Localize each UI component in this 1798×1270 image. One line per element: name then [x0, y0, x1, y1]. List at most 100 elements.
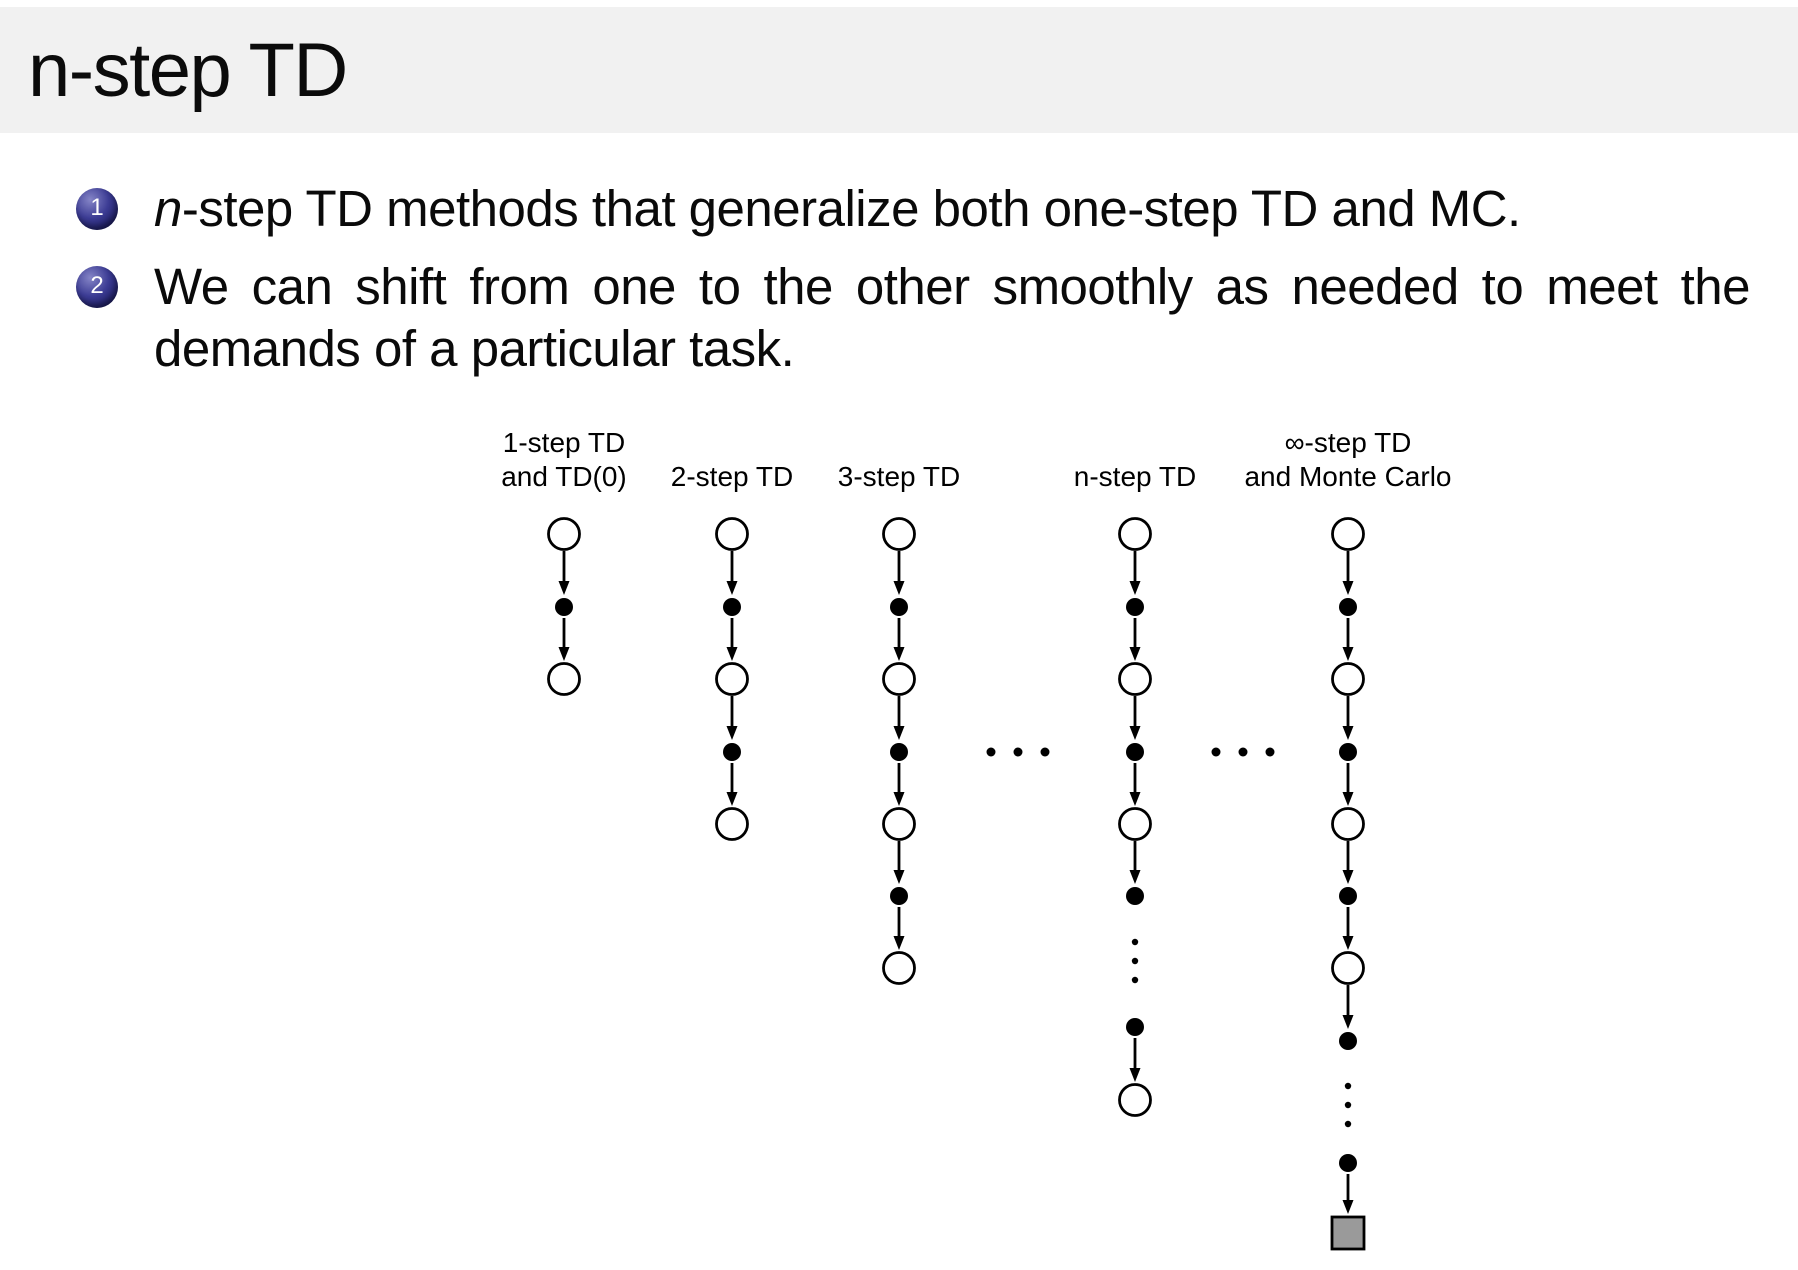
transition-arrow-head — [893, 647, 905, 661]
vertical-ellipsis-dot — [1131, 938, 1139, 946]
transition-arrow-head — [1342, 1200, 1354, 1214]
horizontal-ellipsis-dot — [1265, 747, 1275, 757]
horizontal-ellipsis-dot — [986, 747, 996, 757]
state-node — [715, 662, 749, 696]
bullet-1-italic-n: n — [154, 180, 182, 237]
state-node — [882, 807, 916, 841]
horizontal-ellipsis-dot — [1211, 747, 1221, 757]
horizontal-ellipsis-dot — [1013, 747, 1023, 757]
bullet-item-1: 1 n-step TD methods that generalize both… — [76, 178, 1756, 240]
transition-arrow-head — [1342, 726, 1354, 740]
action-node — [890, 598, 908, 616]
bullet-1-number: 1 — [90, 194, 104, 221]
horizontal-ellipsis-dot — [1238, 747, 1248, 757]
transition-arrow-head — [1342, 647, 1354, 661]
transition-arrow-head — [1342, 936, 1354, 950]
bullet-2-line-1: We can shift from one to the other smoot… — [154, 258, 1751, 315]
horizontal-ellipsis — [986, 747, 1050, 757]
state-node — [882, 662, 916, 696]
action-node — [1126, 1018, 1144, 1036]
action-node — [1339, 743, 1357, 761]
slide-header: n-step TD — [0, 7, 1798, 133]
bullet-2-number-badge: 2 — [76, 266, 118, 308]
state-node — [715, 807, 749, 841]
column-3-step-td: 3-step TD — [838, 461, 960, 985]
bullet-2-text: We can shift from one to the other smoot… — [154, 256, 1751, 380]
column-label: n-step TD — [1074, 461, 1196, 492]
state-node — [547, 662, 581, 696]
bullet-1-number-badge: 1 — [76, 188, 118, 230]
transition-arrow-head — [893, 870, 905, 884]
action-node — [890, 743, 908, 761]
transition-arrow-head — [1129, 647, 1141, 661]
transition-arrow-head — [1129, 792, 1141, 806]
transition-arrow-head — [1129, 1068, 1141, 1082]
action-node — [1339, 1154, 1357, 1172]
action-node — [1126, 598, 1144, 616]
state-node — [1118, 807, 1152, 841]
bullet-2-number: 2 — [90, 272, 104, 299]
transition-arrow-head — [558, 647, 570, 661]
transition-arrow-head — [1342, 792, 1354, 806]
horizontal-ellipsis — [1211, 747, 1275, 757]
transition-arrow-head — [893, 726, 905, 740]
vertical-ellipsis-dot — [1131, 976, 1139, 984]
column-label: and TD(0) — [501, 461, 627, 492]
bullet-list: 1 n-step TD methods that generalize both… — [76, 178, 1756, 396]
column-2-step-td: 2-step TD — [671, 461, 793, 841]
state-node — [882, 517, 916, 551]
state-node — [1118, 662, 1152, 696]
transition-arrow-head — [893, 581, 905, 595]
terminal-state-square — [1330, 1215, 1366, 1251]
state-node — [1118, 1083, 1152, 1117]
bullet-1-text: n-step TD methods that generalize both o… — [154, 178, 1750, 240]
column-label: and Monte Carlo — [1244, 461, 1451, 492]
bullet-2-line-2: demands of a particular task. — [154, 320, 795, 377]
transition-arrow-head — [1342, 1015, 1354, 1029]
state-node — [1331, 662, 1365, 696]
vertical-ellipsis-dot — [1131, 957, 1139, 965]
action-node — [1339, 1032, 1357, 1050]
transition-arrow-head — [893, 792, 905, 806]
action-node — [723, 598, 741, 616]
column-label: 1-step TD — [503, 427, 625, 458]
transition-arrow-head — [726, 726, 738, 740]
action-node — [1339, 887, 1357, 905]
vertical-ellipsis-dot — [1344, 1082, 1352, 1090]
state-node — [547, 517, 581, 551]
state-node — [1331, 517, 1365, 551]
transition-arrow-head — [726, 647, 738, 661]
column-label: 3-step TD — [838, 461, 960, 492]
transition-arrow-head — [893, 936, 905, 950]
state-node — [882, 951, 916, 985]
transition-arrow-head — [726, 581, 738, 595]
vertical-ellipsis-dot — [1344, 1120, 1352, 1128]
bullet-1-rest: -step TD methods that generalize both on… — [181, 180, 1521, 237]
action-node — [1126, 887, 1144, 905]
transition-arrow-head — [1129, 726, 1141, 740]
transition-arrow-head — [1342, 870, 1354, 884]
action-node — [555, 598, 573, 616]
transition-arrow-head — [558, 581, 570, 595]
transition-arrow-head — [1129, 581, 1141, 595]
state-node — [715, 517, 749, 551]
slide-title: n-step TD — [28, 27, 348, 113]
state-node — [1118, 517, 1152, 551]
horizontal-ellipsis-dot — [1040, 747, 1050, 757]
transition-arrow-head — [726, 792, 738, 806]
bullet-item-2: 2 We can shift from one to the other smo… — [76, 256, 1756, 380]
column-n-step-td: n-step TD — [1074, 461, 1196, 1117]
transition-arrow-head — [1129, 870, 1141, 884]
action-node — [1126, 743, 1144, 761]
transition-arrow-head — [1342, 581, 1354, 595]
column-label: 2-step TD — [671, 461, 793, 492]
action-node — [723, 743, 741, 761]
action-node — [1339, 598, 1357, 616]
state-node — [1331, 807, 1365, 841]
vertical-ellipsis-dot — [1344, 1101, 1352, 1109]
state-node — [1331, 951, 1365, 985]
action-node — [890, 887, 908, 905]
